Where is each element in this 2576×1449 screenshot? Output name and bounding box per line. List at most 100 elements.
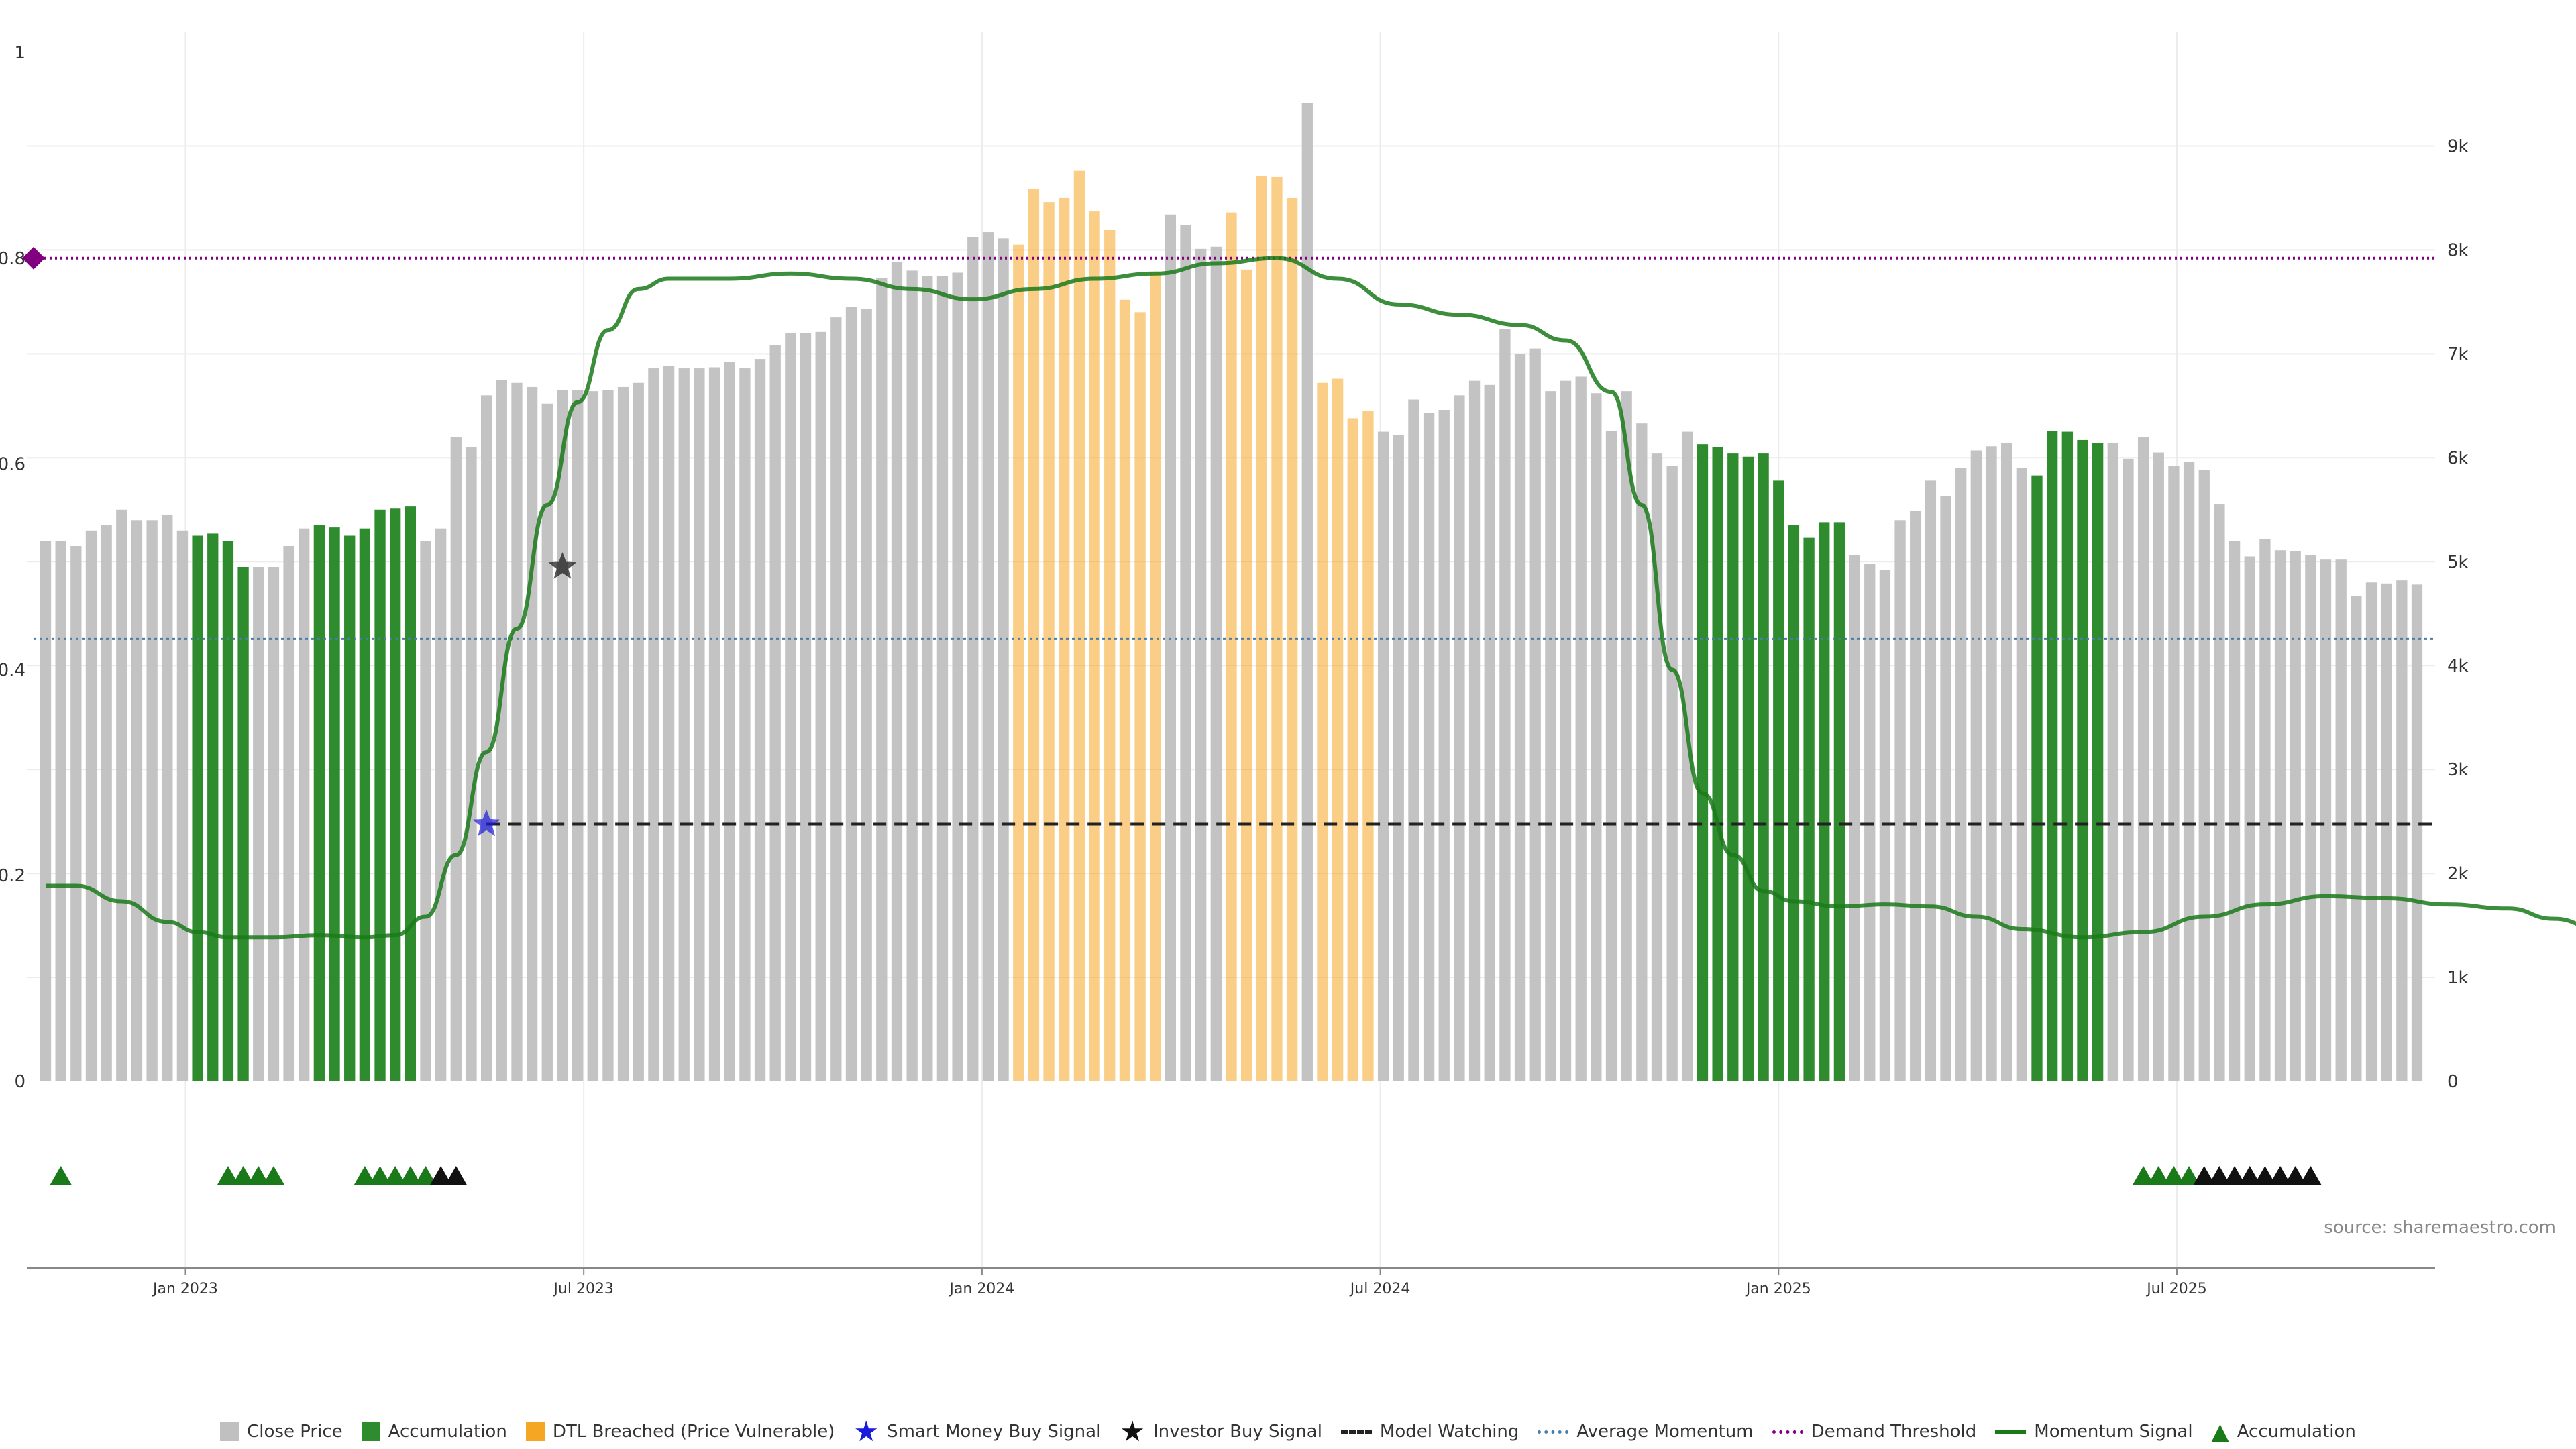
price-bar [2244,556,2255,1081]
legend-label: Accumulation [2237,1421,2356,1442]
price-bar [1864,564,1876,1081]
price-bar [1529,348,1541,1081]
price-bar [906,270,918,1082]
price-bar [1241,269,1252,1081]
price-bar [1377,431,1389,1081]
price-bar [922,276,933,1082]
price-bar [891,262,903,1081]
left-axis-tick: 0.2 [0,866,25,886]
x-axis-tick: Jan 2025 [1745,1281,1811,1297]
price-bar [2092,443,2104,1081]
accumulation-marker-black [2224,1166,2246,1185]
price-bar [2259,539,2271,1081]
price-bar [466,447,477,1081]
price-bar [1301,103,1313,1081]
price-bar [724,362,735,1081]
legend-line-swatch [1772,1430,1803,1434]
legend-label: Close Price [247,1421,343,1442]
price-bar [2031,475,2043,1081]
accumulation-marker-black [2269,1166,2292,1185]
accumulation-marker [369,1166,391,1185]
price-bar [1499,329,1511,1081]
price-bar [648,368,659,1082]
price-bar [2153,452,2164,1081]
price-bar [2183,462,2195,1081]
left-axis-tick: 1 [14,43,25,63]
price-bar [313,525,325,1081]
price-bar [1849,555,1860,1081]
accumulation-marker [2178,1166,2200,1185]
price-bar [815,331,826,1081]
legend-item: ▲ Accumulation [2212,1420,2356,1443]
price-bar [708,367,720,1081]
price-bar [1423,413,1435,1081]
price-bar [1286,197,1298,1081]
price-bar [116,509,127,1081]
left-axis-tick: 0 [14,1072,25,1092]
legend-label: DTL Breached (Price Vulnerable) [552,1421,835,1442]
price-bar [1043,202,1055,1082]
price-bar [952,272,963,1081]
price-bar [131,520,143,1081]
price-bar [785,333,796,1081]
price-bar [1210,246,1222,1081]
left-axis-tick: 0.6 [0,455,25,475]
accumulation-marker-black [430,1166,452,1185]
price-bar [1332,378,1344,1081]
legend-label: Smart Money Buy Signal [887,1421,1102,1442]
price-bar [496,380,507,1082]
price-bar [1879,570,1891,1081]
right-axis-tick: 4k [2447,656,2469,676]
price-bar [1195,248,1207,1082]
legend-item: ★ Investor Buy Signal [1120,1415,1322,1448]
accumulation-marker-black [445,1166,467,1185]
price-bar [587,391,598,1081]
price-bar [390,508,401,1081]
price-bar [2214,504,2225,1081]
star-icon: ★ [1120,1415,1145,1448]
price-bar [982,232,994,1081]
price-bar [2411,584,2423,1081]
price-bar [2290,551,2301,1081]
price-bar [192,535,203,1081]
price-bar [70,546,82,1081]
price-bar [1393,435,1404,1081]
price-bar [1636,423,1648,1081]
price-bar [526,386,538,1081]
price-bar [541,403,553,1081]
price-bar [1514,354,1526,1081]
legend-swatch [220,1422,239,1441]
price-bar [2381,583,2392,1081]
price-bar [405,506,417,1081]
x-axis-tick: Jan 2023 [152,1281,218,1297]
accumulation-marker [262,1166,284,1185]
left-axis-tick: 0.8 [0,249,25,269]
legend-item: Momentum Signal [1995,1421,2193,1442]
accumulation-marker [399,1166,421,1185]
price-bar [344,535,356,1081]
price-bar [1059,197,1070,1081]
smart-money-star [472,809,501,837]
price-bar [40,541,52,1081]
price-bar [1833,522,1845,1081]
price-bar [2351,596,2362,1081]
price-bar [1773,480,1784,1081]
price-bar [602,390,614,1081]
price-bar [1621,391,1632,1081]
price-bar [1104,229,1116,1081]
price-bar [617,386,629,1081]
price-bar [2137,437,2149,1081]
legend-label: Average Momentum [1576,1421,1754,1442]
price-bar [2061,431,2073,1081]
accumulation-marker-black [2208,1166,2231,1185]
price-bar [1013,244,1024,1082]
price-bar [2168,466,2180,1081]
legend-label: Model Watching [1379,1421,1519,1442]
price-bar [1697,444,1709,1081]
accumulation-marker-black [2193,1166,2215,1185]
price-bar [1073,170,1085,1081]
price-bar [420,541,431,1081]
price-bar [2396,580,2408,1081]
price-bar [1545,391,1556,1081]
